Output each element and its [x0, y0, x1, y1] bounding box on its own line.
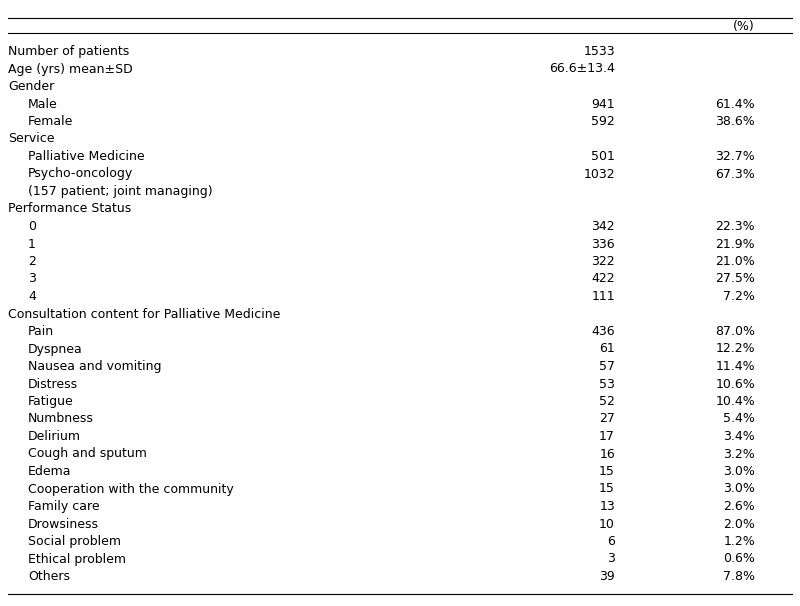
Text: 27.5%: 27.5%	[715, 273, 755, 285]
Text: 13: 13	[599, 500, 615, 513]
Text: 7.8%: 7.8%	[723, 570, 755, 583]
Text: Gender: Gender	[8, 80, 54, 93]
Text: Pain: Pain	[28, 325, 54, 338]
Text: Drowsiness: Drowsiness	[28, 518, 99, 530]
Text: Female: Female	[28, 115, 74, 128]
Text: 57: 57	[599, 360, 615, 373]
Text: Cough and sputum: Cough and sputum	[28, 447, 147, 461]
Text: 39: 39	[599, 570, 615, 583]
Text: 1.2%: 1.2%	[723, 535, 755, 548]
Text: 22.3%: 22.3%	[715, 220, 755, 233]
Text: Edema: Edema	[28, 465, 71, 478]
Text: Others: Others	[28, 570, 70, 583]
Text: 5.4%: 5.4%	[723, 413, 755, 425]
Text: 12.2%: 12.2%	[715, 342, 755, 356]
Text: 501: 501	[591, 150, 615, 163]
Text: 61: 61	[599, 342, 615, 356]
Text: Nausea and vomiting: Nausea and vomiting	[28, 360, 162, 373]
Text: 61.4%: 61.4%	[715, 98, 755, 110]
Text: 1032: 1032	[583, 167, 615, 181]
Text: 21.0%: 21.0%	[715, 255, 755, 268]
Text: 3: 3	[607, 553, 615, 565]
Text: Service: Service	[8, 133, 54, 145]
Text: 16: 16	[599, 447, 615, 461]
Text: Social problem: Social problem	[28, 535, 121, 548]
Text: 87.0%: 87.0%	[715, 325, 755, 338]
Text: 336: 336	[591, 238, 615, 250]
Text: 941: 941	[591, 98, 615, 110]
Text: 322: 322	[591, 255, 615, 268]
Text: 3.0%: 3.0%	[723, 465, 755, 478]
Text: Ethical problem: Ethical problem	[28, 553, 126, 565]
Text: 10.6%: 10.6%	[715, 378, 755, 390]
Text: 67.3%: 67.3%	[715, 167, 755, 181]
Text: 53: 53	[599, 378, 615, 390]
Text: 342: 342	[591, 220, 615, 233]
Text: Numbness: Numbness	[28, 413, 94, 425]
Text: 21.9%: 21.9%	[715, 238, 755, 250]
Text: Palliative Medicine: Palliative Medicine	[28, 150, 145, 163]
Text: 1533: 1533	[583, 45, 615, 58]
Text: 38.6%: 38.6%	[715, 115, 755, 128]
Text: Cooperation with the community: Cooperation with the community	[28, 482, 234, 496]
Text: 15: 15	[599, 465, 615, 478]
Text: 3.4%: 3.4%	[723, 430, 755, 443]
Text: 10.4%: 10.4%	[715, 395, 755, 408]
Text: Male: Male	[28, 98, 58, 110]
Text: Age (yrs) mean±SD: Age (yrs) mean±SD	[8, 62, 133, 76]
Text: 592: 592	[591, 115, 615, 128]
Text: 111: 111	[591, 290, 615, 303]
Text: 3: 3	[28, 273, 36, 285]
Text: 52: 52	[599, 395, 615, 408]
Text: 1: 1	[28, 238, 36, 250]
Text: Performance Status: Performance Status	[8, 202, 131, 216]
Text: Consultation content for Palliative Medicine: Consultation content for Palliative Medi…	[8, 307, 280, 321]
Text: 3.2%: 3.2%	[723, 447, 755, 461]
Text: 2.6%: 2.6%	[723, 500, 755, 513]
Text: 2.0%: 2.0%	[723, 518, 755, 530]
Text: 422: 422	[591, 273, 615, 285]
Text: 27: 27	[599, 413, 615, 425]
Text: 15: 15	[599, 482, 615, 496]
Text: 7.2%: 7.2%	[723, 290, 755, 303]
Text: 2: 2	[28, 255, 36, 268]
Text: Delirium: Delirium	[28, 430, 81, 443]
Text: Family care: Family care	[28, 500, 100, 513]
Text: 17: 17	[599, 430, 615, 443]
Text: 436: 436	[591, 325, 615, 338]
Text: Psycho-oncology: Psycho-oncology	[28, 167, 134, 181]
Text: 0.6%: 0.6%	[723, 553, 755, 565]
Text: 4: 4	[28, 290, 36, 303]
Text: 3.0%: 3.0%	[723, 482, 755, 496]
Text: 6: 6	[607, 535, 615, 548]
Text: (%): (%)	[734, 20, 755, 33]
Text: Dyspnea: Dyspnea	[28, 342, 82, 356]
Text: Distress: Distress	[28, 378, 78, 390]
Text: 10: 10	[599, 518, 615, 530]
Text: 0: 0	[28, 220, 36, 233]
Text: (157 patient; joint managing): (157 patient; joint managing)	[28, 185, 213, 198]
Text: Number of patients: Number of patients	[8, 45, 130, 58]
Text: 11.4%: 11.4%	[715, 360, 755, 373]
Text: Fatigue: Fatigue	[28, 395, 74, 408]
Text: 66.6±13.4: 66.6±13.4	[549, 62, 615, 76]
Text: 32.7%: 32.7%	[715, 150, 755, 163]
